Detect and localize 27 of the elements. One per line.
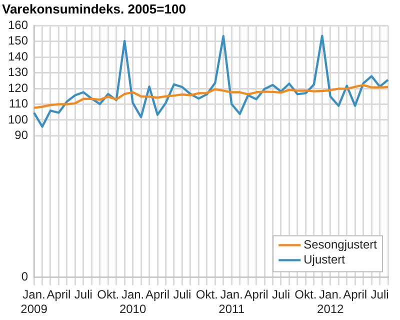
x-tick-label: Juli — [370, 288, 389, 302]
y-tick-label: 150 — [8, 34, 28, 48]
y-tick-label: 110 — [8, 96, 28, 111]
chart-title: Varekonsumindeks. 2005=100 — [2, 1, 186, 16]
x-tick-label: Jan. 2010 — [119, 288, 146, 316]
x-tick-label: Juli — [173, 288, 192, 302]
x-tick-label: Juli — [272, 288, 290, 302]
y-tick-label: 130 — [8, 65, 28, 80]
x-tick-label: April — [46, 288, 71, 302]
y-tick-label: 0 — [21, 270, 28, 284]
legend-label: Ujustert — [304, 252, 346, 267]
x-tick-label: Jan. 2012 — [317, 288, 344, 316]
y-tick-label: 160 — [8, 18, 28, 32]
x-tick-label: Jan. 2009 — [20, 288, 48, 316]
x-tick-label: April — [343, 288, 368, 302]
y-tick-label: 90 — [14, 128, 28, 142]
x-tick-label: Okt. — [196, 288, 218, 302]
x-tick-label: Okt. — [97, 288, 120, 302]
x-tick-label: Okt. — [294, 288, 317, 302]
legend-label: Sesongjustert — [304, 238, 378, 252]
y-tick-label: 100 — [8, 112, 28, 126]
y-tick-label: 120 — [8, 80, 28, 95]
x-tick-label: April — [244, 288, 268, 302]
x-tick-label: Jan. 2011 — [218, 288, 245, 316]
y-tick-label: 140 — [8, 49, 28, 64]
x-tick-label: Juli — [74, 288, 92, 302]
x-tick-label: April — [145, 288, 170, 302]
